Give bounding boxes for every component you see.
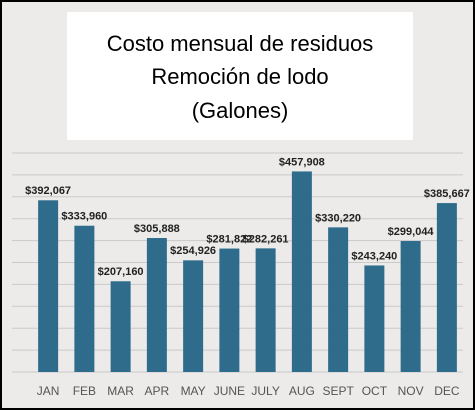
data-label: $281,822 — [206, 233, 252, 245]
x-tick-label: MAY — [181, 384, 206, 398]
x-tick-label: AUG — [289, 384, 315, 398]
chart-title: Costo mensual de residuos — [107, 31, 374, 56]
x-tick-label: NOV — [398, 384, 424, 398]
data-label: $305,888 — [134, 223, 180, 235]
x-tick-label: SEPT — [322, 384, 354, 398]
data-label: $333,960 — [61, 211, 107, 223]
bar — [364, 265, 385, 372]
x-tick-label: JUNE — [214, 384, 245, 398]
x-tick-label: JAN — [37, 384, 60, 398]
bar — [183, 260, 204, 372]
bar — [146, 238, 167, 372]
x-tick-label: MAR — [107, 384, 134, 398]
data-label: $385,667 — [424, 188, 470, 200]
bar — [110, 281, 131, 372]
data-label: $207,160 — [98, 266, 144, 278]
x-tick-label: DEC — [434, 384, 460, 398]
data-label: $254,926 — [170, 245, 216, 257]
bar — [74, 225, 95, 372]
bar — [255, 248, 276, 372]
bar — [219, 248, 240, 372]
data-label: $392,067 — [25, 185, 71, 197]
data-label: $299,044 — [388, 226, 435, 238]
data-label: $243,240 — [351, 250, 397, 262]
x-tick-label: OCT — [362, 384, 388, 398]
data-label: $457,908 — [279, 156, 325, 168]
bar — [291, 171, 312, 372]
bar — [328, 227, 349, 372]
bar — [38, 200, 59, 372]
x-tick-label: JULY — [251, 384, 279, 398]
bar — [436, 203, 457, 372]
chart-title: (Galones) — [192, 98, 289, 123]
x-tick-label: FEB — [73, 384, 96, 398]
data-label: $330,220 — [315, 212, 361, 224]
title-box — [67, 12, 413, 140]
bar — [400, 241, 421, 372]
chart-title: Remoción de lodo — [151, 64, 328, 89]
x-tick-label: APR — [145, 384, 170, 398]
data-label: $282,261 — [243, 233, 289, 245]
